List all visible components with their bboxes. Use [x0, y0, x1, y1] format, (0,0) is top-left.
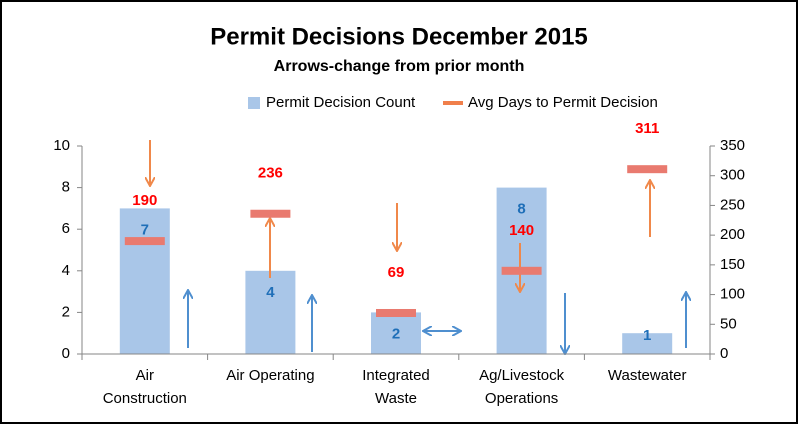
- y2-tick-label: 100: [720, 286, 745, 303]
- x-tick-label: Integrated Waste: [362, 367, 430, 407]
- bar-value-label: 7: [141, 221, 149, 238]
- bar-value-label: 1: [643, 327, 651, 344]
- avg-value-label: 236: [258, 165, 283, 182]
- legend-label: Avg Days to Permit Decision: [468, 94, 658, 111]
- y-tick-label: 10: [53, 137, 70, 154]
- avg-marker: [501, 266, 542, 275]
- bar-value-label: 2: [392, 325, 400, 342]
- bar: [245, 270, 296, 354]
- y-tick-label: 6: [62, 220, 70, 237]
- avg-value-label: 311: [635, 120, 659, 137]
- avg-marker: [627, 165, 668, 174]
- legend-swatch: [443, 101, 463, 105]
- y2-tick-label: 250: [720, 196, 745, 213]
- avg-value-label: 69: [388, 264, 405, 281]
- avg-value-label: 190: [132, 192, 157, 209]
- avg-marker: [124, 237, 165, 246]
- legend-swatch: [248, 97, 260, 109]
- bar: [119, 208, 170, 354]
- bar: [622, 333, 673, 354]
- y-tick-label: 0: [62, 345, 70, 362]
- avg-value-label: 140: [509, 222, 534, 239]
- chart-title: Permit Decisions December 2015: [210, 23, 588, 50]
- y2-tick-label: 350: [720, 137, 745, 154]
- x-tick-label: Air Construction: [103, 367, 187, 407]
- x-tick-label: Air Operating: [226, 367, 314, 384]
- avg-marker: [376, 308, 416, 317]
- y-tick-label: 8: [62, 179, 70, 196]
- y2-tick-label: 200: [720, 226, 745, 243]
- y2-tick-label: 300: [720, 167, 745, 184]
- bar: [371, 312, 421, 354]
- legend-label: Permit Decision Count: [266, 94, 416, 111]
- y2-tick-label: 50: [720, 315, 737, 332]
- x-tick-label: Ag/Livestock Operations: [479, 367, 565, 407]
- avg-marker: [250, 209, 291, 218]
- x-tick-label: Wastewater: [608, 367, 687, 384]
- chart-subtitle: Arrows-change from prior month: [274, 58, 525, 75]
- bar-value-label: 8: [517, 201, 525, 218]
- y-tick-label: 2: [62, 303, 70, 320]
- y-tick-label: 4: [62, 262, 70, 279]
- bar-value-label: 4: [266, 284, 275, 301]
- y2-tick-label: 150: [720, 256, 745, 273]
- y2-tick-label: 0: [720, 345, 728, 362]
